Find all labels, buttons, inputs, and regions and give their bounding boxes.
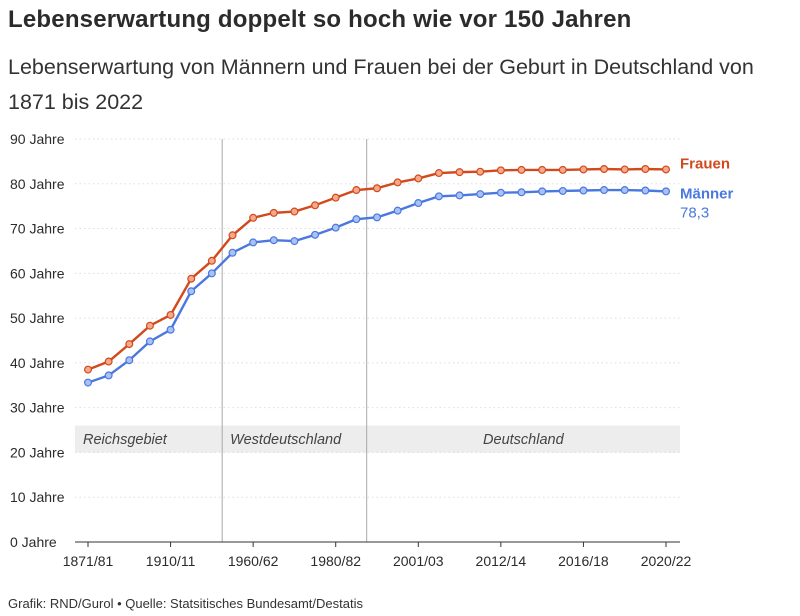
chart-source: Grafik: RND/Gurol • Quelle: Statsitische…	[8, 596, 363, 611]
data-point	[187, 274, 196, 283]
data-point	[620, 165, 629, 174]
data-point	[145, 321, 154, 330]
data-point	[269, 208, 278, 217]
data-point	[249, 213, 258, 222]
data-point	[331, 223, 340, 232]
data-point	[538, 165, 547, 174]
data-point	[476, 167, 485, 176]
data-point	[641, 186, 650, 195]
x-tick-label: 2001/03	[393, 553, 444, 569]
data-point	[496, 166, 505, 175]
data-point	[228, 248, 237, 257]
x-tick-label: 1871/81	[63, 553, 114, 569]
data-point	[104, 357, 113, 366]
data-point	[641, 165, 650, 174]
y-tick-label: 20 Jahre	[10, 444, 65, 460]
grid-layer	[75, 138, 680, 498]
data-point	[558, 165, 567, 174]
data-point	[579, 165, 588, 174]
data-point	[125, 340, 134, 349]
data-point	[517, 165, 526, 174]
data-point	[661, 165, 670, 174]
data-point	[207, 256, 216, 265]
x-tick-label: 1980/82	[310, 553, 361, 569]
series-layer	[83, 165, 670, 387]
data-point	[145, 337, 154, 346]
region-label: Westdeutschland	[230, 432, 342, 448]
axis-layer: 0 Jahre 10 Jahre 20 Jahre 30 Jahre 40 Jahre 5…	[10, 131, 692, 569]
y-tick-label: 90 Jahre	[10, 131, 65, 147]
x-tick-label: 2016/18	[558, 553, 609, 569]
data-point	[600, 186, 609, 195]
y-tick-label: 50 Jahre	[10, 310, 65, 326]
data-point	[373, 184, 382, 193]
region-label: Deutschland	[483, 432, 565, 448]
data-point	[166, 325, 175, 334]
data-point	[352, 215, 361, 224]
data-point	[455, 168, 464, 177]
y-tick-label: 80 Jahre	[10, 176, 65, 192]
data-point	[620, 186, 629, 195]
data-point	[393, 178, 402, 187]
data-point	[187, 287, 196, 296]
y-tick-label: 0 Jahre	[10, 534, 57, 550]
x-tick-label: 1960/62	[228, 553, 279, 569]
data-point	[600, 165, 609, 174]
data-point	[496, 188, 505, 197]
series-label-frauen: Frauen	[680, 155, 730, 172]
series-end-value-maenner: 78,3	[680, 204, 709, 221]
data-point	[538, 187, 547, 196]
data-point	[393, 206, 402, 215]
x-tick-label: 1910/11	[146, 553, 196, 569]
data-point	[331, 193, 340, 202]
region-band	[75, 425, 680, 453]
y-tick-label: 10 Jahre	[10, 489, 65, 505]
y-tick-label: 30 Jahre	[10, 400, 65, 416]
data-point	[290, 207, 299, 216]
y-tick-label: 70 Jahre	[10, 221, 65, 237]
data-point	[166, 310, 175, 319]
data-point	[661, 187, 670, 196]
data-point	[352, 186, 361, 195]
region-layer: Reichsgebiet Westdeutschland Deutschland	[83, 139, 565, 542]
data-point	[476, 190, 485, 199]
data-point	[373, 213, 382, 222]
label-layer: Frauen Männer 78,3	[680, 155, 734, 221]
region-label: Reichsgebiet	[83, 432, 168, 448]
data-point	[455, 191, 464, 200]
data-point	[83, 365, 92, 374]
data-point	[517, 188, 526, 197]
series-label-maenner: Männer	[680, 185, 734, 202]
data-point	[558, 186, 567, 195]
data-point	[414, 199, 423, 208]
data-point	[311, 230, 320, 239]
data-point	[579, 186, 588, 195]
y-tick-label: 60 Jahre	[10, 265, 65, 281]
data-point	[125, 356, 134, 365]
data-point	[104, 371, 113, 380]
data-point	[249, 238, 258, 247]
data-point	[414, 174, 423, 183]
y-tick-label: 40 Jahre	[10, 355, 65, 371]
data-point	[434, 169, 443, 178]
region-band-layer	[75, 425, 680, 453]
chart-title: Lebenserwartung doppelt so hoch wie vor …	[8, 6, 632, 33]
data-point	[311, 201, 320, 210]
data-point	[207, 269, 216, 278]
series-line-frauen	[87, 167, 667, 371]
data-point	[290, 237, 299, 246]
chart-subtitle: Lebenserwartung von Männern und Frauen b…	[8, 55, 754, 114]
x-tick-label: 2020/22	[641, 553, 692, 569]
data-point	[83, 378, 92, 387]
data-point	[228, 231, 237, 240]
data-point	[434, 192, 443, 201]
x-tick-label: 2012/14	[476, 553, 527, 569]
data-point	[269, 236, 278, 245]
